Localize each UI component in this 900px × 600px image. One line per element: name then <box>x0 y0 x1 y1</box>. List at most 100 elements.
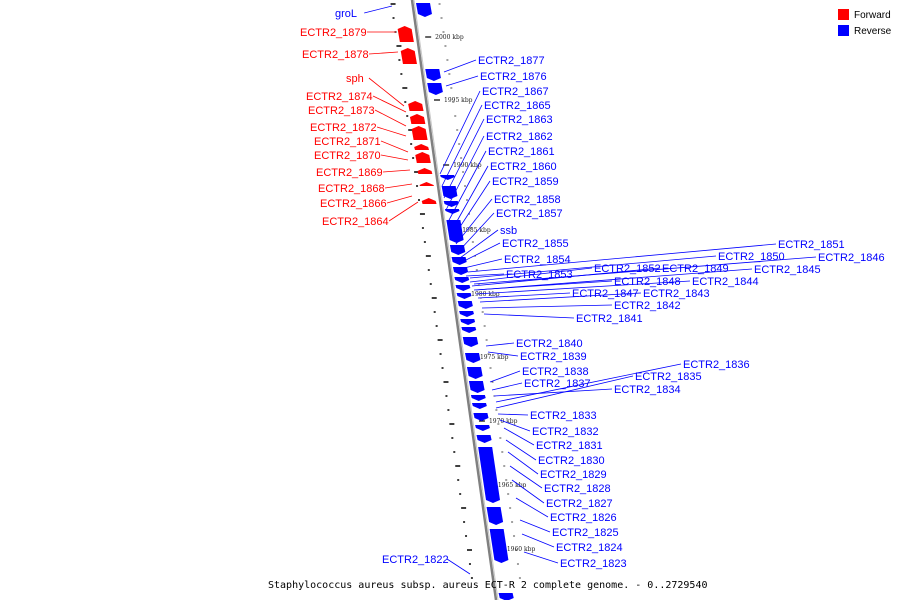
gene-label-ectr2-1864[interactable]: ECTR2_1864 <box>322 216 389 228</box>
gene-label-ectr2-1844[interactable]: ECTR2_1844 <box>692 276 759 288</box>
gene-label-ectr2-1850[interactable]: ECTR2_1850 <box>718 251 785 263</box>
gene-label-ectr2-1872[interactable]: ECTR2_1872 <box>310 122 377 134</box>
gene-label-ectr2-1836[interactable]: ECTR2_1836 <box>683 359 750 371</box>
reverse-gene-arrow[interactable] <box>446 220 464 243</box>
reverse-gene-arrow[interactable] <box>468 381 485 393</box>
gene-label-ectr2-1838[interactable]: ECTR2_1838 <box>522 366 589 378</box>
gene-label-ectr2-1832[interactable]: ECTR2_1832 <box>532 426 599 438</box>
scale-tick-label: 1975 kbp <box>480 354 509 361</box>
reverse-gene-arrow[interactable] <box>498 593 514 600</box>
gene-label-ectr2-1862[interactable]: ECTR2_1862 <box>486 131 553 143</box>
gene-label-ectr2-1837[interactable]: ECTR2_1837 <box>524 378 591 390</box>
gene-label-ectr2-1849[interactable]: ECTR2_1849 <box>662 263 729 275</box>
gene-label-ectr2-1833[interactable]: ECTR2_1833 <box>530 410 597 422</box>
gene-label-ectr2-1857[interactable]: ECTR2_1857 <box>496 208 563 220</box>
forward-gene-arrow[interactable] <box>411 126 428 140</box>
reverse-gene-arrow[interactable] <box>455 285 471 291</box>
reverse-gene-arrow[interactable] <box>425 69 441 81</box>
forward-gene-arrow[interactable] <box>408 101 424 111</box>
gene-label-ectr2-1861[interactable]: ECTR2_1861 <box>488 146 555 158</box>
gene-label-ectr2-1829[interactable]: ECTR2_1829 <box>540 469 607 481</box>
gene-label-ectr2-1828[interactable]: ECTR2_1828 <box>544 483 611 495</box>
reverse-gene-arrow[interactable] <box>465 353 481 363</box>
gene-label-ectr2-1860[interactable]: ECTR2_1860 <box>490 161 557 173</box>
reverse-gene-arrow[interactable] <box>478 447 500 503</box>
reverse-gene-arrow[interactable] <box>486 507 504 525</box>
gene-label-ectr2-1822[interactable]: ECTR2_1822 <box>382 554 449 566</box>
gene-label-ectr2-1846[interactable]: ECTR2_1846 <box>818 252 885 264</box>
gene-label-ectr2-1867[interactable]: ECTR2_1867 <box>482 86 549 98</box>
gene-label-grol[interactable]: groL <box>335 8 357 20</box>
forward-gene-arrow[interactable] <box>417 168 433 174</box>
reverse-gene-arrow[interactable] <box>452 267 469 275</box>
gene-label-ectr2-1876[interactable]: ECTR2_1876 <box>480 71 547 83</box>
gene-label-ectr2-1879[interactable]: ECTR2_1879 <box>300 27 367 39</box>
gene-label-ectr2-1824[interactable]: ECTR2_1824 <box>556 542 623 554</box>
gene-label-ectr2-1873[interactable]: ECTR2_1873 <box>308 105 375 117</box>
gene-label-ectr2-1854[interactable]: ECTR2_1854 <box>504 254 571 266</box>
gene-label-ssb[interactable]: ssb <box>500 225 517 237</box>
reverse-gene-arrow[interactable] <box>440 175 455 180</box>
gene-label-ectr2-1868[interactable]: ECTR2_1868 <box>318 183 385 195</box>
gene-label-ectr2-1841[interactable]: ECTR2_1841 <box>576 313 643 325</box>
gene-label-ectr2-1834[interactable]: ECTR2_1834 <box>614 384 681 396</box>
reverse-gene-arrow[interactable] <box>473 413 489 421</box>
reverse-gene-arrow[interactable] <box>476 435 492 443</box>
gene-label-ectr2-1830[interactable]: ECTR2_1830 <box>538 455 605 467</box>
gene-label-ectr2-1843[interactable]: ECTR2_1843 <box>643 288 710 300</box>
reverse-gene-arrow[interactable] <box>456 293 472 299</box>
forward-gene-arrow[interactable] <box>409 114 426 124</box>
gene-label-ectr2-1823[interactable]: ECTR2_1823 <box>560 558 627 570</box>
gene-label-ectr2-1866[interactable]: ECTR2_1866 <box>320 198 387 210</box>
reverse-gene-arrow[interactable] <box>457 301 473 309</box>
forward-gene-arrow[interactable] <box>415 152 431 163</box>
gene-label-ectr2-1825[interactable]: ECTR2_1825 <box>552 527 619 539</box>
forward-gene-arrow[interactable] <box>419 182 435 186</box>
gene-label-sph[interactable]: sph <box>346 73 364 85</box>
reverse-gene-arrow[interactable] <box>466 367 483 379</box>
reverse-gene-arrow[interactable] <box>451 257 467 265</box>
gene-label-ectr2-1831[interactable]: ECTR2_1831 <box>536 440 603 452</box>
forward-gene-arrow[interactable] <box>414 144 429 150</box>
gene-label-ectr2-1847[interactable]: ECTR2_1847 <box>572 288 639 300</box>
gene-label-ectr2-1835[interactable]: ECTR2_1835 <box>635 371 702 383</box>
reverse-gene-arrow[interactable] <box>444 209 460 214</box>
gene-label-ectr2-1853[interactable]: ECTR2_1853 <box>506 269 573 281</box>
gene-label-ectr2-1878[interactable]: ECTR2_1878 <box>302 49 369 61</box>
forward-gene-arrow[interactable] <box>397 26 414 42</box>
gene-label-ectr2-1874[interactable]: ECTR2_1874 <box>306 91 373 103</box>
gene-label-ectr2-1839[interactable]: ECTR2_1839 <box>520 351 587 363</box>
gene-label-ectr2-1877[interactable]: ECTR2_1877 <box>478 55 545 67</box>
reverse-gene-arrow[interactable] <box>454 277 470 283</box>
gene-label-ectr2-1869[interactable]: ECTR2_1869 <box>316 167 383 179</box>
reverse-gene-arrow[interactable] <box>462 337 479 347</box>
reverse-gene-arrow[interactable] <box>475 425 490 431</box>
gene-label-ectr2-1826[interactable]: ECTR2_1826 <box>550 512 617 524</box>
gene-label-ectr2-1865[interactable]: ECTR2_1865 <box>484 100 551 112</box>
gene-label-ectr2-1840[interactable]: ECTR2_1840 <box>516 338 583 350</box>
gene-label-ectr2-1848[interactable]: ECTR2_1848 <box>614 276 681 288</box>
gene-label-ectr2-1858[interactable]: ECTR2_1858 <box>494 194 561 206</box>
gene-label-ectr2-1845[interactable]: ECTR2_1845 <box>754 264 821 276</box>
reverse-gene-arrow[interactable] <box>489 529 509 563</box>
forward-gene-arrow[interactable] <box>421 198 437 204</box>
reverse-gene-arrow[interactable] <box>472 403 487 409</box>
reverse-gene-arrow[interactable] <box>460 319 476 325</box>
gene-label-ectr2-1870[interactable]: ECTR2_1870 <box>314 150 381 162</box>
gene-label-ectr2-1855[interactable]: ECTR2_1855 <box>502 238 569 250</box>
gene-label-ectr2-1827[interactable]: ECTR2_1827 <box>546 498 613 510</box>
gene-label-ectr2-1871[interactable]: ECTR2_1871 <box>314 136 381 148</box>
reverse-gene-arrow[interactable] <box>459 311 474 317</box>
gene-label-ectr2-1842[interactable]: ECTR2_1842 <box>614 300 681 312</box>
reverse-gene-arrow[interactable] <box>449 245 466 255</box>
reverse-gene-arrow[interactable] <box>443 201 459 207</box>
gene-label-ectr2-1851[interactable]: ECTR2_1851 <box>778 239 845 251</box>
gene-label-ectr2-1852[interactable]: ECTR2_1852 <box>594 263 661 275</box>
reverse-gene-arrow[interactable] <box>427 83 443 95</box>
gene-label-ectr2-1863[interactable]: ECTR2_1863 <box>486 114 553 126</box>
reverse-gene-arrow[interactable] <box>416 3 432 17</box>
gene-label-ectr2-1859[interactable]: ECTR2_1859 <box>492 176 559 188</box>
forward-gene-arrow[interactable] <box>400 48 417 64</box>
reverse-gene-arrow[interactable] <box>470 395 486 401</box>
reverse-gene-arrow[interactable] <box>461 327 477 333</box>
